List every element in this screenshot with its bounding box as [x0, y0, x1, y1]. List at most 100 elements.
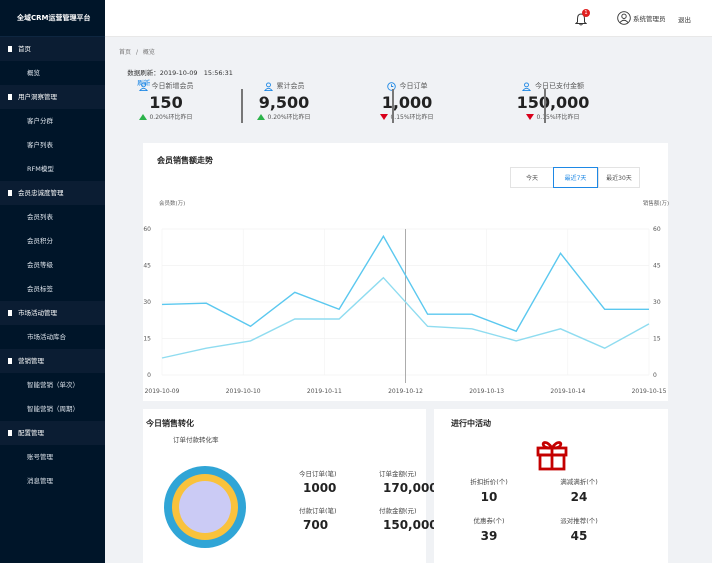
- user-name: 系统管理员: [633, 15, 666, 23]
- conversion-stat: 付款订单(笔) 700: [299, 505, 363, 532]
- nav-group[interactable]: 市场活动管理: [0, 301, 105, 325]
- kpi-label: 今日订单: [399, 82, 428, 90]
- activity-stat-value: 39: [480, 529, 498, 543]
- kpi-value: 150: [149, 93, 183, 112]
- user-icon: [522, 81, 531, 91]
- activity-stat-value: 10: [480, 490, 498, 504]
- kpi-value: 1,000: [381, 93, 433, 112]
- nav-item[interactable]: 客户列表: [27, 141, 53, 149]
- nav-group-label: 会员忠诚度管理: [18, 189, 64, 197]
- range-tab[interactable]: 最近30天: [598, 167, 640, 188]
- conversion-stat-label: 付款订单(笔): [299, 507, 337, 515]
- trend-up-icon: [139, 113, 148, 120]
- activity-stat: 优惠券(个) 39: [461, 515, 517, 543]
- clock-icon: [386, 81, 396, 91]
- bookmark-icon: [8, 358, 12, 364]
- kpi-label-row: 今日已支付金额: [493, 81, 613, 91]
- kpi-value: 9,500: [258, 93, 310, 112]
- user-icon: [263, 81, 273, 91]
- nav-item[interactable]: 智能营销（单次）: [27, 381, 79, 389]
- kpi-divider: [392, 89, 394, 123]
- ring-inner: [179, 481, 231, 533]
- conversion-stat: 付款金额(元) 150,000: [379, 505, 443, 532]
- kpi-change: 0.20%环比昨日: [149, 114, 193, 121]
- kpi-card: 今日订单 1,000 0.15%环比昨日: [347, 81, 467, 121]
- breadcrumb: 首页 / 概览: [119, 47, 155, 56]
- nav-group-label: 首页: [18, 45, 31, 53]
- nav-group[interactable]: 配置管理: [0, 421, 105, 445]
- bookmark-icon: [8, 94, 12, 100]
- trend-title: 会员销售额走势: [157, 156, 213, 165]
- trend-down-icon: [526, 113, 535, 120]
- kpi-change: 0.15%环比昨日: [390, 114, 434, 121]
- nav-item[interactable]: 智能营销（周期）: [27, 405, 79, 413]
- conversion-stat-label: 今日订单(笔): [299, 470, 337, 478]
- nav-group-label: 市场活动管理: [18, 309, 57, 317]
- nav-item[interactable]: RFM模型: [27, 165, 54, 173]
- user-menu[interactable]: 系统管理员: [617, 10, 666, 26]
- range-tab[interactable]: 今天: [510, 167, 554, 188]
- nav-item[interactable]: 客户分群: [27, 117, 53, 125]
- kpi-divider: [544, 89, 546, 123]
- conversion-stat: 订单金额(元) 170,000: [379, 468, 443, 495]
- nav-item[interactable]: 概览: [27, 69, 40, 77]
- conversion-rings: [164, 466, 246, 548]
- conversion-subtitle: 订单付款转化率: [173, 436, 219, 444]
- refresh-link[interactable]: 刷新: [137, 79, 151, 87]
- nav-item[interactable]: 会员积分: [27, 237, 53, 245]
- user-icon: [138, 81, 148, 91]
- kpi-label-row: 今日新增会员: [106, 81, 226, 91]
- gift-icon: [536, 441, 568, 471]
- nav-group[interactable]: 会员忠诚度管理: [0, 181, 105, 205]
- conversion-stat-value: 1000: [303, 481, 337, 495]
- nav-group[interactable]: 营销管理: [0, 349, 105, 373]
- trend-up-icon: [257, 113, 266, 120]
- nav-group-label: 营销管理: [18, 357, 44, 365]
- nav-group-label: 配置管理: [18, 429, 44, 437]
- app-logo[interactable]: 全域CRM运营管理平台: [0, 0, 105, 37]
- kpi-change-row: 0.20%环比昨日: [106, 112, 226, 121]
- conversion-stat-value: 170,000: [383, 481, 438, 495]
- kpi-label: 今日已支付金额: [535, 82, 584, 90]
- activity-stat-label: 派对推荐(个): [560, 517, 598, 525]
- top-bar: 1 系统管理员 退出: [105, 0, 712, 37]
- nav-item[interactable]: 消息管理: [27, 477, 53, 485]
- activity-stat-label: 满减满折(个): [560, 478, 598, 486]
- nav-group[interactable]: 用户洞察管理: [0, 85, 105, 109]
- kpi-divider: [241, 89, 243, 123]
- activities-card: 进行中活动 折扣折价(个) 10 满减满折(个) 24 优惠券(个) 39 派对推荐(个) 4…: [434, 409, 668, 563]
- activity-stat: 满减满折(个) 24: [551, 476, 607, 504]
- kpi-label-row: 今日订单: [347, 81, 467, 91]
- conversion-card: 今日销售转化 订单付款转化率 今日订单(笔) 1000 订单金额(元) 170,000…: [143, 409, 438, 563]
- kpi-change: 0.20%环比昨日: [267, 114, 311, 121]
- kpi-change-row: 0.15%环比昨日: [347, 112, 467, 121]
- kpi-label: 今日新增会员: [151, 82, 194, 90]
- nav-item[interactable]: 会员标签: [27, 285, 53, 293]
- nav-group[interactable]: 首页: [0, 37, 105, 61]
- refresh-time: 2019-10-09 15:56:31: [159, 69, 233, 77]
- notification-button[interactable]: 1: [575, 9, 590, 27]
- activity-stat-value: 24: [570, 490, 588, 504]
- refresh-label: 数据刷新：: [127, 69, 160, 77]
- nav-item[interactable]: 会员列表: [27, 213, 53, 221]
- kpi-card: 今日已支付金额 150,000 0.15%环比昨日: [493, 81, 613, 121]
- activities-title: 进行中活动: [451, 419, 491, 428]
- activity-stat: 派对推荐(个) 45: [551, 515, 607, 543]
- breadcrumb-home[interactable]: 首页: [119, 49, 132, 56]
- notification-badge: 1: [582, 9, 590, 17]
- bookmark-icon: [8, 46, 12, 52]
- nav-item[interactable]: 会员等级: [27, 261, 53, 269]
- conversion-stat: 今日订单(笔) 1000: [299, 468, 363, 495]
- bookmark-icon: [8, 430, 12, 436]
- range-tab[interactable]: 最近7天: [553, 167, 598, 188]
- kpi-card: 今日新增会员 150 0.20%环比昨日: [106, 81, 226, 121]
- main-content: 首页 / 概览 数据刷新：2019-10-09 15:56:31 刷新 今日新增…: [105, 37, 712, 563]
- conversion-stat-value: 150,000: [383, 518, 438, 532]
- bookmark-icon: [8, 310, 12, 316]
- conversion-stat-label: 付款金额(元): [379, 507, 417, 515]
- nav-item[interactable]: 账号管理: [27, 453, 53, 461]
- nav-item[interactable]: 市场活动库合: [27, 333, 66, 341]
- logout-link[interactable]: 退出: [678, 16, 691, 24]
- kpi-label: 累计会员: [276, 82, 305, 90]
- trend-down-icon: [380, 113, 389, 120]
